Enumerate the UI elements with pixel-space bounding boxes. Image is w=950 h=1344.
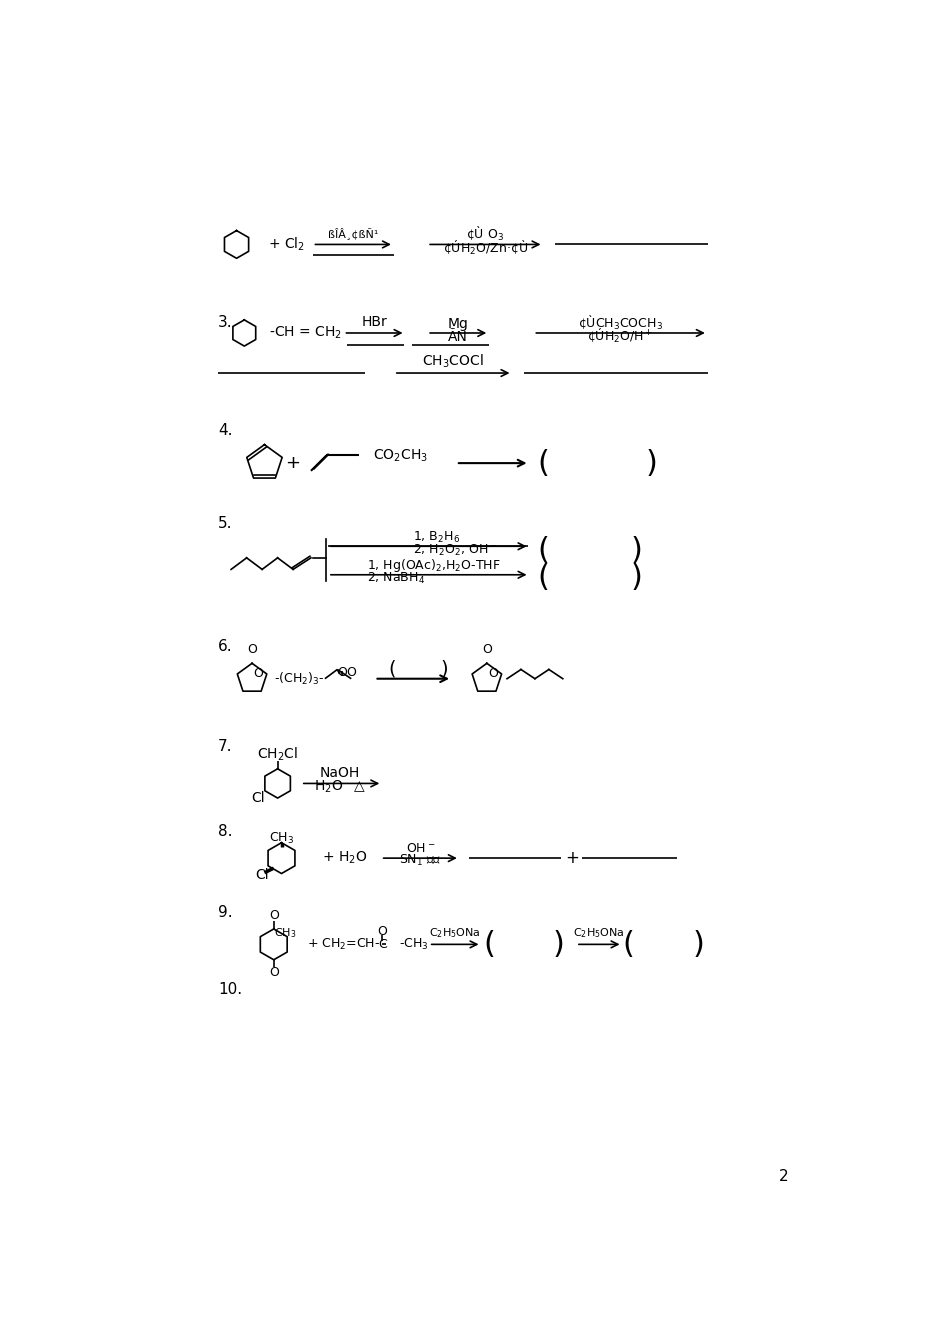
Text: ÃN: ÃN — [448, 329, 468, 344]
Text: ): ) — [553, 930, 565, 958]
Text: + H$_2$O: + H$_2$O — [322, 849, 367, 867]
Text: C$_2$H$_5$ONa: C$_2$H$_5$ONa — [574, 927, 625, 941]
Text: (: ( — [389, 660, 396, 679]
Text: (: ( — [538, 563, 549, 591]
Text: O: O — [269, 910, 278, 922]
Text: O: O — [247, 644, 257, 656]
Text: OH$^-$: OH$^-$ — [406, 841, 435, 855]
Text: 5.: 5. — [218, 516, 233, 531]
Text: H$_2$O  $\triangle$: H$_2$O $\triangle$ — [314, 778, 366, 794]
Text: + CH$_2$=CH-: + CH$_2$=CH- — [307, 937, 380, 952]
Text: 7.: 7. — [218, 739, 233, 754]
Text: 2, H$_2$O$_2$, OH$^-$: 2, H$_2$O$_2$, OH$^-$ — [413, 543, 498, 558]
Text: NaOH: NaOH — [319, 766, 360, 781]
Text: O: O — [482, 644, 492, 656]
Text: 1, B$_2$H$_6$: 1, B$_2$H$_6$ — [413, 530, 461, 544]
Text: ): ) — [693, 930, 704, 958]
Text: (: ( — [538, 536, 549, 564]
Text: ¢Ù O$_3$: ¢Ù O$_3$ — [466, 224, 504, 243]
Text: SN$_1$ 历程: SN$_1$ 历程 — [399, 853, 441, 868]
Text: HBr: HBr — [362, 316, 388, 329]
Text: O: O — [347, 667, 356, 679]
Text: ¢ÚH$_2$O/Zn·¢Ù: ¢ÚH$_2$O/Zn·¢Ù — [443, 238, 528, 257]
Text: CO$_2$CH$_3$: CO$_2$CH$_3$ — [373, 448, 428, 464]
Text: Mg: Mg — [447, 317, 468, 331]
Text: C$_2$H$_5$ONa: C$_2$H$_5$ONa — [429, 927, 481, 941]
Text: ): ) — [441, 660, 448, 679]
Text: CH$_3$: CH$_3$ — [269, 832, 294, 847]
Text: ¢ÙCH$_3$COCH$_3$: ¢ÙCH$_3$COCH$_3$ — [578, 314, 663, 332]
Text: + Cl$_2$: + Cl$_2$ — [268, 235, 305, 253]
Text: O: O — [488, 668, 498, 680]
Text: CH$_3$: CH$_3$ — [275, 927, 296, 941]
Text: CH$_3$COCl: CH$_3$COCl — [422, 352, 484, 370]
Text: 8.: 8. — [218, 824, 233, 839]
Text: (: ( — [538, 449, 549, 477]
Text: 3.: 3. — [218, 316, 233, 331]
Text: O: O — [377, 925, 388, 938]
Text: 1, Hg(OAc)$_2$,H$_2$O-THF: 1, Hg(OAc)$_2$,H$_2$O-THF — [367, 556, 501, 574]
Text: 2: 2 — [779, 1169, 788, 1184]
Text: ): ) — [631, 536, 642, 564]
Text: ): ) — [646, 449, 658, 477]
Text: +: + — [285, 454, 300, 472]
Text: ¢ÚH$_2$O/H$^+$: ¢ÚH$_2$O/H$^+$ — [587, 327, 654, 345]
Text: Cl: Cl — [252, 792, 265, 805]
Text: +: + — [565, 849, 580, 867]
Text: Cl: Cl — [256, 868, 269, 882]
Text: 4.: 4. — [218, 423, 233, 438]
Text: O: O — [254, 668, 263, 680]
Text: -CH = CH$_2$: -CH = CH$_2$ — [269, 325, 342, 341]
Text: 9.: 9. — [218, 905, 233, 919]
Text: O: O — [337, 667, 347, 679]
Text: -(CH$_2$)$_3$-: -(CH$_2$)$_3$- — [275, 671, 325, 687]
Text: CH$_2$Cl: CH$_2$Cl — [257, 746, 298, 763]
Text: -CH$_3$: -CH$_3$ — [399, 937, 429, 952]
Text: ): ) — [631, 563, 642, 591]
Text: 10.: 10. — [218, 981, 242, 996]
Text: 2, NaBH$_4$: 2, NaBH$_4$ — [367, 571, 425, 586]
Text: O: O — [269, 966, 278, 980]
Text: C: C — [378, 938, 387, 950]
Text: 6.: 6. — [218, 638, 233, 655]
Text: ßÎÂ¸¢ßÑ¹: ßÎÂ¸¢ßÑ¹ — [328, 227, 378, 239]
Text: (: ( — [484, 930, 495, 958]
Text: (: ( — [623, 930, 635, 958]
